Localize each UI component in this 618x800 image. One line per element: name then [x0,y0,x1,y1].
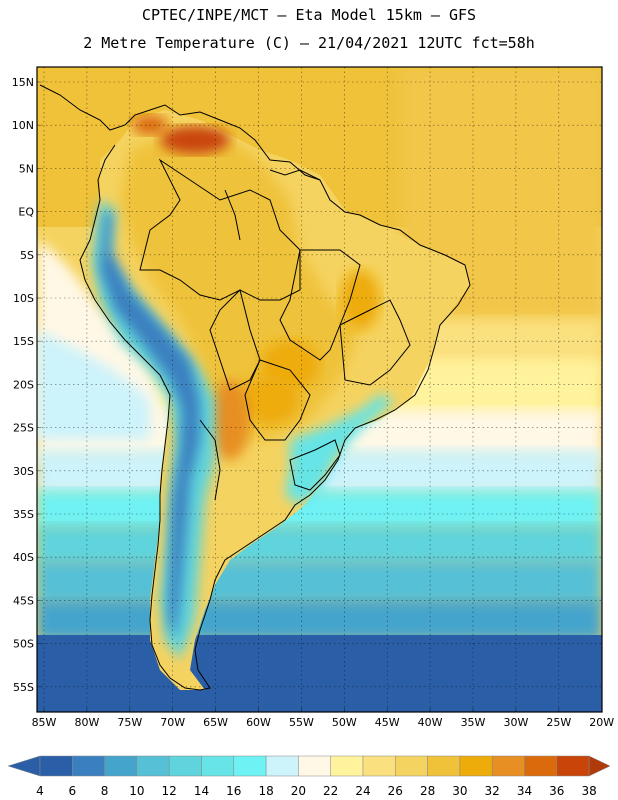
colorbar-label: 32 [485,784,500,798]
lon-label: 60W [246,716,271,729]
colorbar-label: 8 [101,784,109,798]
colorbar-swatch [104,755,138,777]
lat-label: 10N [12,119,34,132]
colorbar-arrow-left [7,755,41,777]
colorbar-label: 30 [452,784,467,798]
colorbar-swatch [524,755,558,777]
colorbar-swatch [233,755,267,777]
lat-label: 55S [13,681,34,694]
colorbar-swatch [136,755,170,777]
map-subtitle: 2 Metre Temperature (C) – 21/04/2021 12U… [83,34,535,52]
lat-label: 10S [13,292,34,305]
lat-label: 30S [13,465,34,478]
lat-label: 50S [13,638,34,651]
lat-label: 45S [13,594,34,607]
lat-label: 40S [13,551,34,564]
colorbar-label: 10 [129,784,144,798]
lon-label: 70W [160,716,185,729]
lat-label: 15S [13,335,34,348]
map-title: CPTEC/INPE/MCT – Eta Model 15km – GFS [141,6,477,24]
lon-label: 55W [289,716,314,729]
colorbar-label: 20 [291,784,306,798]
colorbar-label: 14 [194,784,209,798]
lat-label: 5S [20,249,34,262]
colorbar-label: 34 [517,784,532,798]
colorbar-label: 22 [323,784,338,798]
colorbar-label: 38 [581,784,596,798]
lon-label: 30W [503,716,528,729]
colorbar-label: 24 [355,784,370,798]
lon-label: 65W [203,716,228,729]
lat-label: 5N [19,162,34,175]
colorbar-label: 16 [226,784,241,798]
lat-label: 25S [13,422,34,435]
lat-label: 20S [13,378,34,391]
colorbar-swatch [459,755,493,777]
colorbar-label: 28 [420,784,435,798]
lon-label: 50W [332,716,357,729]
lon-label: 80W [74,716,99,729]
colorbar-swatch [72,755,105,777]
colorbar-swatch [395,755,428,777]
colorbar-label: 26 [388,784,403,798]
colorbar-swatch [427,755,461,777]
colorbar: 4 6 8 10 12 14 16 18 20 22 24 26 28 30 32 34 36 38 [7,755,611,798]
colorbar-label: 18 [258,784,273,798]
lon-label: 25W [546,716,571,729]
lon-label: 20W [589,716,614,729]
lat-label: EQ [18,206,34,219]
lon-label: 85W [32,716,57,729]
lon-label: 35W [461,716,486,729]
colorbar-swatch [39,755,73,777]
colorbar-swatch [298,755,331,777]
lon-label: 40W [418,716,443,729]
colorbar-swatch [265,755,299,777]
colorbar-label: 36 [549,784,564,798]
colorbar-swatch [168,755,202,777]
lat-label: 15N [12,76,34,89]
lat-label: 35S [13,508,34,521]
colorbar-swatch [362,755,396,777]
colorbar-arrow-right [588,755,611,777]
colorbar-label: 6 [68,784,76,798]
colorbar-swatch [556,755,590,777]
colorbar-label: 12 [162,784,177,798]
lon-label: 45W [375,716,400,729]
colorbar-swatch [330,755,364,777]
lon-label: 75W [117,716,142,729]
colorbar-swatch [201,755,235,777]
colorbar-swatch [491,755,525,777]
colorbar-label: 4 [36,784,44,798]
